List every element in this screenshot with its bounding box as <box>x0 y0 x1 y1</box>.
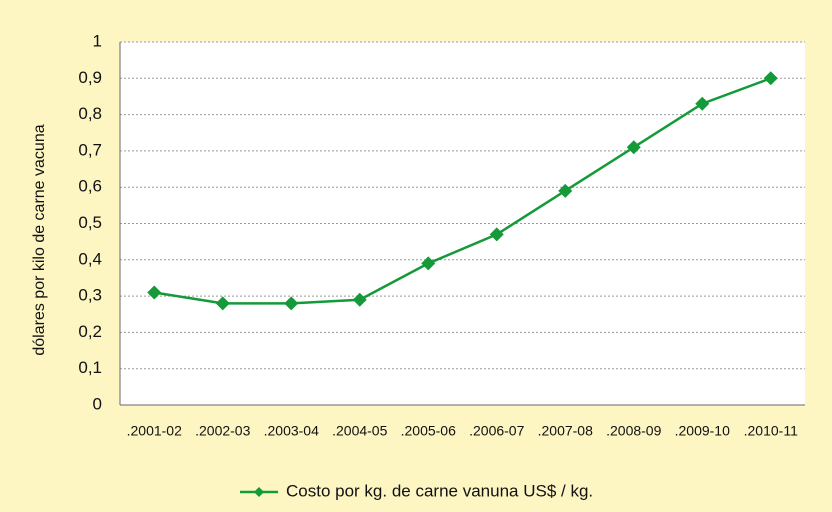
point-marker <box>147 285 162 300</box>
y-axis-label: dólares por kilo de carne vacuna <box>31 124 48 355</box>
point-marker <box>558 183 573 198</box>
point-marker <box>284 296 299 311</box>
point-marker <box>215 296 230 311</box>
x-tick-label: .2004-05 <box>332 423 387 439</box>
series-line <box>154 77 772 305</box>
y-tick-label: 0 <box>93 394 102 413</box>
y-tick-label: 0,7 <box>78 140 102 159</box>
x-tick-label: .2001-02 <box>127 423 182 439</box>
y-tick-label: 0,9 <box>78 68 102 87</box>
legend-marker <box>254 487 264 497</box>
point-marker <box>352 292 367 307</box>
y-tick-label: 1 <box>93 31 102 50</box>
y-tick-label: 0,6 <box>78 177 102 196</box>
x-tick-label: .2008-09 <box>606 423 661 439</box>
y-tick-label: 0,4 <box>78 249 102 268</box>
y-tick-label: 0,5 <box>78 213 102 232</box>
x-tick-label: .2007-08 <box>538 423 593 439</box>
point-marker <box>763 71 778 86</box>
x-tick-label: .2003-04 <box>264 423 319 439</box>
x-tick-label: .2010-11 <box>744 423 798 439</box>
point-marker <box>421 256 436 271</box>
x-tick-label: .2006-07 <box>469 423 524 439</box>
point-marker <box>489 227 504 242</box>
y-tick-label: 0,1 <box>78 358 102 377</box>
point-marker <box>695 96 710 111</box>
point-marker <box>626 140 641 155</box>
y-tick-label: 0,2 <box>78 322 102 341</box>
x-tick-label: .2009-10 <box>675 423 730 439</box>
y-tick-label: 0,3 <box>78 286 102 305</box>
x-tick-label: .2005-06 <box>401 423 456 439</box>
x-tick-label: .2002-03 <box>195 423 250 439</box>
legend-label: Costo por kg. de carne vanuna US$ / kg. <box>286 481 593 500</box>
y-tick-label: 0,8 <box>78 104 102 123</box>
plot-area <box>120 42 805 405</box>
